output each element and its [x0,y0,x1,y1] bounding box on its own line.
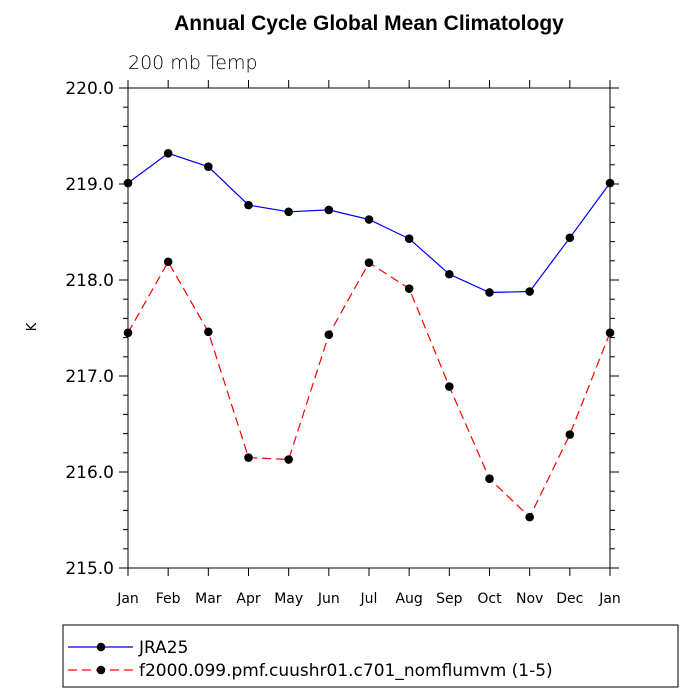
x-tick-label: Aug [395,591,422,607]
x-tick-label: Apr [236,591,260,607]
series-line-2 [127,260,611,519]
data-point [244,200,253,210]
legend-marker [96,665,106,675]
plot-frame [127,87,611,569]
x-tick-label: Jan [116,591,139,607]
data-point [404,284,414,293]
x-tick-labels: Jan Feb Mar Apr May Jun Jul Aug Sep Oct Nov Dec Jan [116,591,621,607]
data-point [525,512,534,522]
data-point [364,215,374,224]
data-point [324,330,334,340]
chart-subtitle: 200 mb Temp [128,52,258,74]
data-point [445,382,454,391]
data-point [485,474,494,484]
data-point [525,287,534,296]
data-point [605,178,615,188]
y-axis-label: K [25,322,40,331]
x-tick-label: Jan [598,591,621,607]
y-tick-labels: 215.0 216.0 217.0 218.0 219.0 220.0 [65,79,114,579]
x-tick-label: Jul [360,591,378,607]
x-tick-label: Mar [195,591,222,607]
data-point [565,233,575,243]
y-tick-label: 220.0 [65,79,114,99]
x-tick-label: Sep [436,591,463,607]
y-tick-label: 218.0 [65,271,114,291]
legend-box [62,624,679,688]
data-point [163,257,173,267]
data-point [485,288,494,297]
data-point [123,328,133,338]
legend-label: JRA25 [138,638,188,658]
data-point [404,234,414,244]
y-tick-label: 215.0 [65,559,114,579]
axis-ticks [119,80,619,576]
legend: JRA25 f2000.099.pmf.cuushr01.c701_nomflum… [68,638,553,681]
chart-title: Annual Cycle Global Mean Climatology [174,12,564,35]
x-tick-label: Dec [556,591,583,607]
data-point [204,327,213,337]
y-tick-label: 216.0 [65,463,114,483]
x-tick-label: Feb [156,591,181,607]
y-tick-label: 219.0 [65,175,114,195]
data-point [605,328,615,338]
y-tick-label: 217.0 [65,367,114,387]
x-tick-label: Nov [516,591,543,607]
legend-label: f2000.099.pmf.cuushr01.c701_nomflumvm (1… [139,661,553,681]
series-layer [123,148,615,522]
data-point [204,162,213,172]
x-tick-label: Oct [477,591,502,607]
data-point [284,455,293,464]
data-point [565,430,575,439]
data-point [445,269,454,279]
data-point [163,148,173,158]
data-point [324,205,334,215]
legend-marker [96,642,106,652]
data-point [123,178,133,188]
data-point [364,258,374,268]
x-tick-label: Jun [317,591,340,607]
data-point [244,453,253,462]
x-tick-label: May [274,591,303,607]
data-point [284,207,293,217]
